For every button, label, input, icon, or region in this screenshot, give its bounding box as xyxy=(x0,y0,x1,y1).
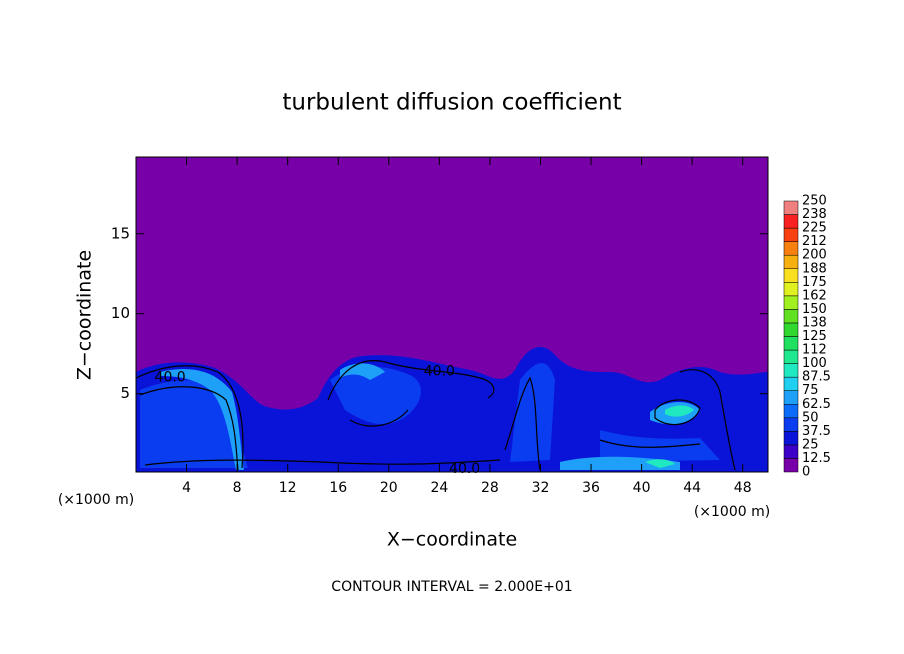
colorbar-label: 200 xyxy=(802,248,827,263)
x-tick-label: 24 xyxy=(430,480,448,496)
x-unit-right: (×1000 m) xyxy=(694,504,770,520)
x-tick-label: 40 xyxy=(633,480,651,496)
colorbar-label: 150 xyxy=(802,302,827,317)
colorbar-cell xyxy=(783,282,799,297)
x-tick-label: 28 xyxy=(481,480,499,496)
colorbar-cell xyxy=(783,458,799,473)
colorbar-label: 112 xyxy=(802,343,827,358)
x-tick-label: 36 xyxy=(582,480,600,496)
field-region xyxy=(645,405,694,468)
colorbar-cell xyxy=(783,431,799,446)
colorbar-cell xyxy=(783,227,799,242)
x-tick-label: 44 xyxy=(683,480,701,496)
x-tick-label: 16 xyxy=(329,480,347,496)
colorbar-label: 188 xyxy=(802,261,827,276)
colorbar-label: 0 xyxy=(802,465,810,480)
colorbar-cell xyxy=(783,214,799,229)
colorbar-label: 238 xyxy=(802,207,827,222)
field-region xyxy=(160,363,700,470)
colorbar-cell xyxy=(783,417,799,432)
colorbar-label: 50 xyxy=(802,410,819,425)
colorbar-label: 162 xyxy=(802,288,827,303)
chart-title: turbulent diffusion coefficient xyxy=(282,90,621,116)
x-unit-left: (×1000 m) xyxy=(58,492,134,508)
contour-label: 40.0 xyxy=(449,461,480,477)
colorbar-cell xyxy=(783,336,799,351)
x-tick-label: 12 xyxy=(279,480,297,496)
colorbar-cell xyxy=(783,376,799,391)
y-tick-label: 5 xyxy=(120,384,130,402)
colorbar-label: 12.5 xyxy=(802,451,831,466)
x-tick-label: 8 xyxy=(233,480,242,496)
colorbar-label: 212 xyxy=(802,234,827,249)
colorbar-label: 100 xyxy=(802,356,827,371)
colorbar-label: 87.5 xyxy=(802,370,831,385)
colorbar-cell xyxy=(783,390,799,405)
footer-note: CONTOUR INTERVAL = 2.000E+01 xyxy=(331,579,572,595)
contour-lines xyxy=(136,360,736,471)
colorbar-label: 75 xyxy=(802,383,819,398)
colorbar-cell xyxy=(783,241,799,256)
colorbar-cell xyxy=(783,444,799,459)
colorbar-label: 225 xyxy=(802,221,827,236)
colorbar-cell xyxy=(783,268,799,283)
colorbar-cell xyxy=(783,349,799,364)
colorbar-label: 125 xyxy=(802,329,827,344)
y-tick-label: 15 xyxy=(111,224,130,242)
colorbar-label: 250 xyxy=(802,194,827,209)
colorbar-cell xyxy=(783,254,799,269)
colorbar-cell xyxy=(783,200,799,215)
contour-label: 40.0 xyxy=(424,363,455,379)
plot-frame xyxy=(135,156,769,473)
y-axis-label: Z−coordinate xyxy=(74,250,96,380)
colorbar-label: 62.5 xyxy=(802,397,831,412)
x-tick-label: 48 xyxy=(734,480,752,496)
colorbar-cell xyxy=(783,322,799,337)
colorbar-cell xyxy=(783,363,799,378)
colorbar-label: 138 xyxy=(802,315,827,330)
x-axis-label: X−coordinate xyxy=(387,529,517,551)
field xyxy=(136,157,768,472)
colorbar-cell xyxy=(783,404,799,419)
x-tick-label: 32 xyxy=(532,480,550,496)
colorbar-label: 37.5 xyxy=(802,424,831,439)
y-tick-label: 10 xyxy=(111,304,130,322)
x-tick-label: 20 xyxy=(380,480,398,496)
colorbar-cell xyxy=(783,295,799,310)
x-tick-label: 4 xyxy=(182,480,191,496)
field-region xyxy=(140,363,720,468)
colorbar-label: 175 xyxy=(802,275,827,290)
colorbar-cell xyxy=(783,309,799,324)
contour-label: 40.0 xyxy=(155,370,186,386)
colorbar-label: 25 xyxy=(802,437,819,452)
